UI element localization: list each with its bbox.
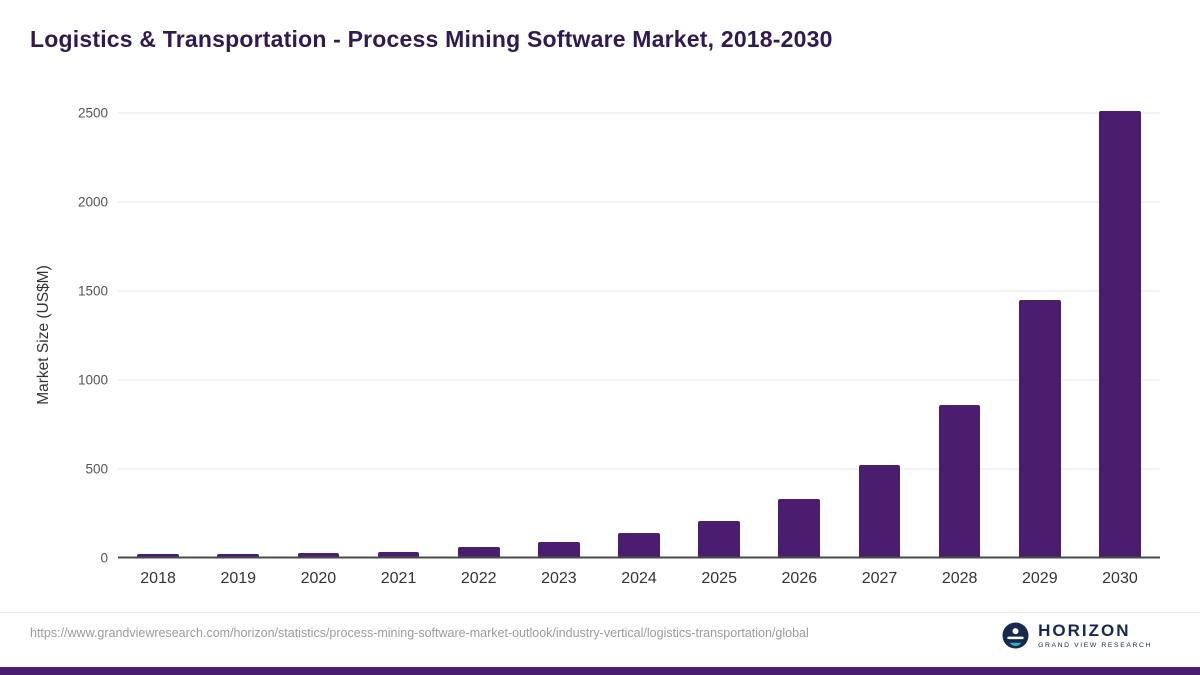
bar-slot-2026 <box>759 113 839 558</box>
gridline-0 <box>118 556 1160 559</box>
bar-slot-2018 <box>118 113 198 558</box>
chart-title: Logistics & Transportation - Process Min… <box>30 26 833 52</box>
plot-area <box>118 111 1160 559</box>
bar-slot-2019 <box>198 113 278 558</box>
x-axis-label-2024: 2024 <box>621 570 657 587</box>
x-axis-label-2030: 2030 <box>1102 570 1138 587</box>
x-axis-label-2018: 2018 <box>140 570 176 587</box>
bar-2029[interactable] <box>1018 299 1061 558</box>
bar-slot-2027 <box>839 113 919 558</box>
y-tick-label-1500: 1500 <box>77 283 108 299</box>
x-axis-labels: 2018 2019 2020 2021 2022 2023 2024 2025 2026 2027… <box>118 570 1160 588</box>
y-tick-labels: 0 500 1000 1500 2000 2500 <box>0 106 108 566</box>
source-url: https://www.grandviewresearch.com/horizo… <box>30 626 809 640</box>
x-axis-label-2028: 2028 <box>941 570 978 587</box>
gridline-1000 <box>118 379 1160 381</box>
bar-2025[interactable] <box>698 520 740 558</box>
bar-slot-2028 <box>920 113 1000 558</box>
x-axis-label-2026: 2026 <box>781 570 818 587</box>
y-tick-label-2000: 2000 <box>77 194 108 210</box>
x-axis-label-2027: 2027 <box>861 570 898 587</box>
x-axis-label-2021: 2021 <box>380 570 417 587</box>
gridline-2000 <box>118 201 1160 203</box>
footer-divider <box>0 612 1200 613</box>
bar-2026[interactable] <box>778 499 821 558</box>
bars <box>118 111 1160 558</box>
y-tick-label-500: 500 <box>85 461 108 477</box>
x-axis-label-2029: 2029 <box>1022 570 1058 587</box>
bar-slot-2025 <box>679 113 759 558</box>
x-axis-label-2025: 2025 <box>701 570 737 587</box>
bar-slot-2022 <box>439 113 519 558</box>
bottom-accent-strip <box>0 667 1200 675</box>
y-tick-label-1000: 1000 <box>77 372 108 388</box>
bar-2024[interactable] <box>618 533 660 558</box>
x-axis-label-2022: 2022 <box>460 570 497 587</box>
brand-name: HORIZON <box>1038 621 1131 641</box>
bar-slot-2029 <box>1000 113 1080 558</box>
brand-logo: HORIZON GRAND VIEW RESEARCH <box>1002 622 1152 649</box>
bar-slot-2020 <box>278 113 358 558</box>
gridline-2500 <box>118 112 1160 114</box>
bar-slot-2023 <box>519 113 599 558</box>
gridline-500 <box>118 468 1160 470</box>
brand-subtitle: GRAND VIEW RESEARCH <box>1038 641 1152 649</box>
bar-2018[interactable] <box>137 554 179 558</box>
x-axis-label-2019: 2019 <box>220 570 257 587</box>
bar-slot-2030 <box>1080 111 1160 558</box>
bar-2028[interactable] <box>938 404 981 558</box>
bar-slot-2021 <box>358 113 438 558</box>
gridlines <box>118 112 1160 559</box>
x-axis-label-2020: 2020 <box>300 570 337 587</box>
bar-2019[interactable] <box>217 553 260 558</box>
bar-2030[interactable] <box>1099 111 1141 558</box>
y-tick-label-2500: 2500 <box>77 105 108 121</box>
x-axis-label-2023: 2023 <box>541 570 577 587</box>
bar-2022[interactable] <box>457 547 500 558</box>
gridline-1500 <box>118 290 1160 292</box>
y-tick-label-0: 0 <box>100 550 108 566</box>
bar-2027[interactable] <box>858 464 901 558</box>
bar-2021[interactable] <box>377 551 420 558</box>
bar-slot-2024 <box>599 113 679 558</box>
bar-2020[interactable] <box>297 553 340 558</box>
brand-text: HORIZON GRAND VIEW RESEARCH <box>1038 622 1152 649</box>
bar-2023[interactable] <box>538 541 580 558</box>
horizon-logo-icon <box>1002 622 1029 649</box>
